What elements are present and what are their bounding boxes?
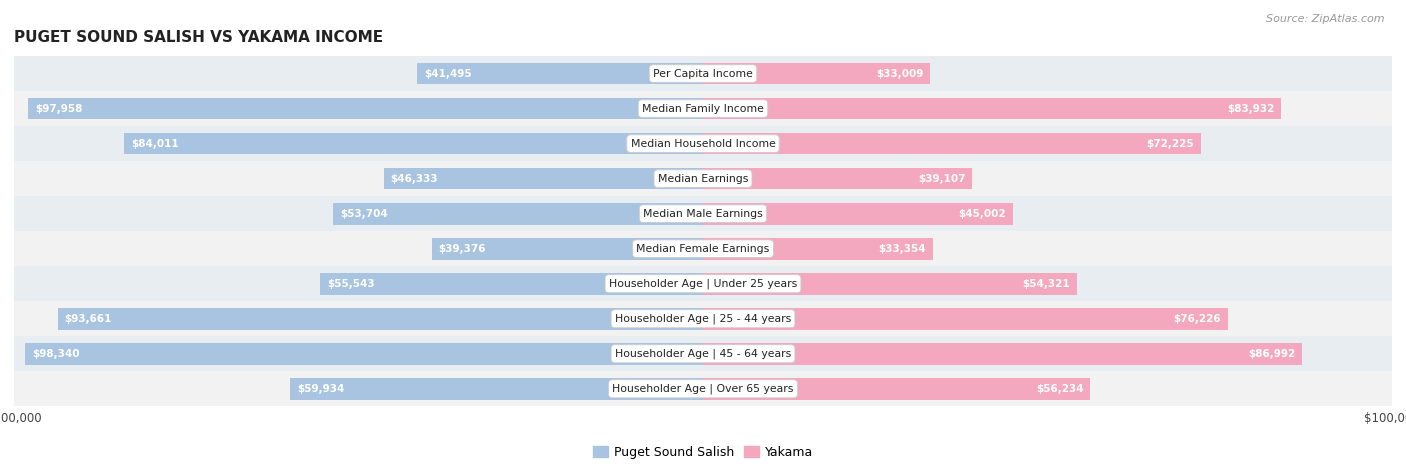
Text: Median Female Earnings: Median Female Earnings	[637, 244, 769, 254]
Text: $76,226: $76,226	[1174, 314, 1222, 324]
Text: $45,002: $45,002	[959, 209, 1007, 219]
Bar	[14, 56, 1392, 91]
Text: $83,932: $83,932	[1227, 104, 1274, 113]
Bar	[14, 266, 1392, 301]
Text: $55,543: $55,543	[328, 279, 375, 289]
Text: Median Male Earnings: Median Male Earnings	[643, 209, 763, 219]
Text: $33,009: $33,009	[876, 69, 924, 78]
Bar	[703, 168, 973, 190]
Text: $93,661: $93,661	[65, 314, 112, 324]
Bar	[418, 63, 703, 85]
Text: Per Capita Income: Per Capita Income	[652, 69, 754, 78]
Text: $56,234: $56,234	[1036, 384, 1084, 394]
Bar	[14, 196, 1392, 231]
Text: $54,321: $54,321	[1022, 279, 1070, 289]
Bar	[703, 343, 1302, 365]
Bar	[58, 308, 703, 330]
Text: $39,376: $39,376	[439, 244, 486, 254]
Text: Householder Age | 45 - 64 years: Householder Age | 45 - 64 years	[614, 348, 792, 359]
Bar	[333, 203, 703, 225]
Bar	[384, 168, 703, 190]
Bar	[290, 378, 703, 400]
Bar	[432, 238, 703, 260]
Bar	[703, 378, 1091, 400]
Legend: Puget Sound Salish, Yakama: Puget Sound Salish, Yakama	[588, 440, 818, 464]
Text: $97,958: $97,958	[35, 104, 83, 113]
Text: Median Family Income: Median Family Income	[643, 104, 763, 113]
Bar	[14, 91, 1392, 126]
Bar	[703, 203, 1014, 225]
Text: $98,340: $98,340	[32, 349, 80, 359]
Bar	[703, 273, 1077, 295]
Text: $53,704: $53,704	[340, 209, 388, 219]
Bar	[25, 343, 703, 365]
Text: $41,495: $41,495	[425, 69, 471, 78]
Bar	[14, 126, 1392, 161]
Bar	[14, 301, 1392, 336]
Bar	[14, 161, 1392, 196]
Bar	[703, 63, 931, 85]
Text: Source: ZipAtlas.com: Source: ZipAtlas.com	[1267, 14, 1385, 24]
Bar	[28, 98, 703, 120]
Bar	[14, 231, 1392, 266]
Text: Median Household Income: Median Household Income	[630, 139, 776, 149]
Bar	[14, 336, 1392, 371]
Text: $46,333: $46,333	[391, 174, 439, 184]
Bar	[703, 308, 1229, 330]
Text: $84,011: $84,011	[131, 139, 179, 149]
Bar	[703, 133, 1201, 155]
Text: Householder Age | Under 25 years: Householder Age | Under 25 years	[609, 278, 797, 289]
Text: $33,354: $33,354	[879, 244, 927, 254]
Bar	[14, 371, 1392, 406]
Bar	[703, 238, 932, 260]
Bar	[124, 133, 703, 155]
Text: $86,992: $86,992	[1249, 349, 1295, 359]
Text: $72,225: $72,225	[1146, 139, 1194, 149]
Text: Householder Age | Over 65 years: Householder Age | Over 65 years	[612, 383, 794, 394]
Text: PUGET SOUND SALISH VS YAKAMA INCOME: PUGET SOUND SALISH VS YAKAMA INCOME	[14, 30, 384, 45]
Bar	[703, 98, 1281, 120]
Text: $59,934: $59,934	[297, 384, 344, 394]
Text: Householder Age | 25 - 44 years: Householder Age | 25 - 44 years	[614, 313, 792, 324]
Text: $39,107: $39,107	[918, 174, 966, 184]
Text: Median Earnings: Median Earnings	[658, 174, 748, 184]
Bar	[321, 273, 703, 295]
